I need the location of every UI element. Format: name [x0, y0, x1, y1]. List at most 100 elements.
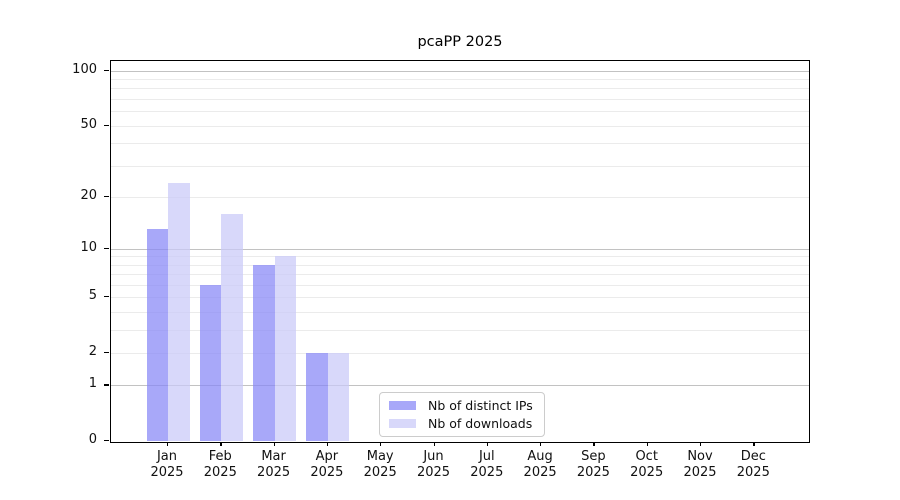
minor-gridline	[111, 99, 809, 100]
bar-downloads	[327, 352, 350, 441]
x-tick-label: Oct 2025	[615, 449, 679, 481]
x-tick-label-line: 2025	[257, 465, 291, 480]
y-axis-tick	[104, 384, 109, 386]
y-axis-tick	[104, 440, 109, 442]
x-tick-label-line: Aug	[527, 449, 553, 464]
x-axis-tick	[167, 441, 169, 446]
minor-gridline	[111, 274, 809, 276]
x-tick-label: Dec 2025	[721, 449, 785, 481]
minor-gridline	[111, 284, 809, 286]
y-tick-label: 1	[88, 376, 97, 392]
minor-gridline	[111, 165, 809, 167]
minor-gridline	[111, 352, 809, 354]
x-tick-label-line: 2025	[363, 465, 397, 480]
x-axis-tick	[646, 441, 648, 446]
x-tick-label-line: Jun	[423, 449, 444, 464]
x-tick-label-line: Sep	[581, 449, 606, 464]
legend-swatch-distinct-ips	[389, 401, 416, 410]
x-axis-tick	[273, 441, 275, 446]
legend-item-distinct-ips: Nb of distinct IPs	[389, 398, 535, 413]
minor-gridline	[111, 111, 809, 113]
x-tick-label-line: Mar	[261, 449, 286, 464]
chart-title: pcaPP 2025	[417, 34, 503, 50]
x-tick-label: Nov 2025	[668, 449, 732, 481]
minor-gridline	[111, 79, 809, 81]
major-gridline	[111, 70, 809, 72]
x-tick-label-line: 2025	[150, 465, 184, 480]
y-tick-label: 50	[80, 116, 97, 132]
y-tick-label: 5	[88, 288, 97, 304]
x-tick-label-line: 2025	[576, 465, 610, 480]
y-axis-tick	[104, 351, 109, 354]
legend-item-downloads: Nb of downloads	[389, 416, 535, 431]
y-tick-label: 0	[88, 432, 97, 447]
x-axis-tick	[380, 441, 382, 446]
y-axis-tick	[104, 124, 109, 126]
bar-downloads	[274, 256, 297, 441]
x-tick-label-line: 2025	[203, 465, 237, 480]
x-tick-label-line: Dec	[740, 449, 766, 464]
x-axis-tick	[700, 441, 702, 446]
minor-gridline	[111, 143, 809, 144]
minor-gridline	[111, 256, 809, 258]
y-tick-label: 20	[80, 187, 97, 203]
x-axis-tick	[486, 441, 489, 446]
minor-gridline	[111, 88, 809, 90]
x-axis-tick	[433, 441, 435, 446]
plot-area: Nb of distinct IPs Nb of downloads	[110, 60, 810, 443]
y-axis-tick	[104, 247, 109, 249]
minor-gridline	[111, 311, 809, 313]
x-tick-label-line: Jul	[478, 449, 495, 464]
x-tick-label-line: Oct	[635, 449, 658, 464]
bar-distinct-ips	[199, 284, 222, 441]
y-tick-label: 10	[80, 239, 97, 255]
x-tick-label: Apr 2025	[295, 449, 359, 481]
y-tick-label: 2	[88, 343, 97, 359]
legend: Nb of distinct IPs Nb of downloads	[379, 392, 545, 437]
x-tick-label-line: May	[366, 449, 394, 464]
bar-distinct-ips	[146, 229, 168, 441]
y-tick-label: 100	[72, 61, 97, 77]
x-tick-label-line: Feb	[208, 449, 232, 464]
minor-gridline	[111, 297, 809, 299]
minor-gridline	[111, 329, 809, 331]
y-axis-tick	[104, 69, 109, 71]
x-tick-label: Mar 2025	[242, 449, 306, 481]
bar-distinct-ips	[253, 264, 275, 441]
x-tick-label: Jan 2025	[135, 449, 199, 481]
x-tick-label-line: 2025	[736, 465, 770, 480]
x-tick-label-line: 2025	[683, 465, 717, 480]
x-tick-label-line: 2025	[630, 465, 664, 480]
x-axis-tick	[540, 441, 542, 446]
minor-gridline	[111, 264, 809, 266]
x-axis-tick	[220, 441, 222, 446]
y-axis-tick	[104, 195, 109, 197]
x-tick-label-line: 2025	[416, 465, 451, 480]
x-tick-label: May 2025	[348, 449, 412, 481]
x-tick-label-line: Jan	[156, 449, 178, 464]
x-tick-label: Jun 2025	[402, 449, 466, 481]
major-gridline	[111, 385, 809, 387]
x-axis-tick	[593, 441, 595, 446]
y-axis-tick	[104, 296, 109, 298]
bar-downloads	[168, 182, 190, 441]
x-tick-label: Feb 2025	[188, 449, 252, 481]
bar-downloads	[221, 213, 243, 441]
legend-label-distinct-ips: Nb of distinct IPs	[428, 398, 533, 413]
x-axis-tick	[753, 441, 755, 446]
x-tick-label-line: 2025	[310, 465, 344, 480]
x-tick-label: Sep 2025	[561, 449, 625, 481]
x-tick-label-line: 2025	[470, 465, 504, 480]
legend-swatch-downloads	[389, 419, 416, 428]
x-tick-label-line: Nov	[687, 449, 713, 464]
legend-label-downloads: Nb of downloads	[428, 416, 533, 431]
x-tick-label: Aug 2025	[508, 449, 572, 481]
x-tick-label-line: Apr	[315, 449, 339, 464]
minor-gridline	[111, 125, 809, 127]
x-tick-label: Jul 2025	[455, 449, 519, 481]
x-tick-label-line: 2025	[523, 465, 557, 480]
minor-gridline	[111, 196, 809, 198]
bar-distinct-ips	[306, 352, 328, 441]
x-axis-tick	[326, 441, 329, 446]
